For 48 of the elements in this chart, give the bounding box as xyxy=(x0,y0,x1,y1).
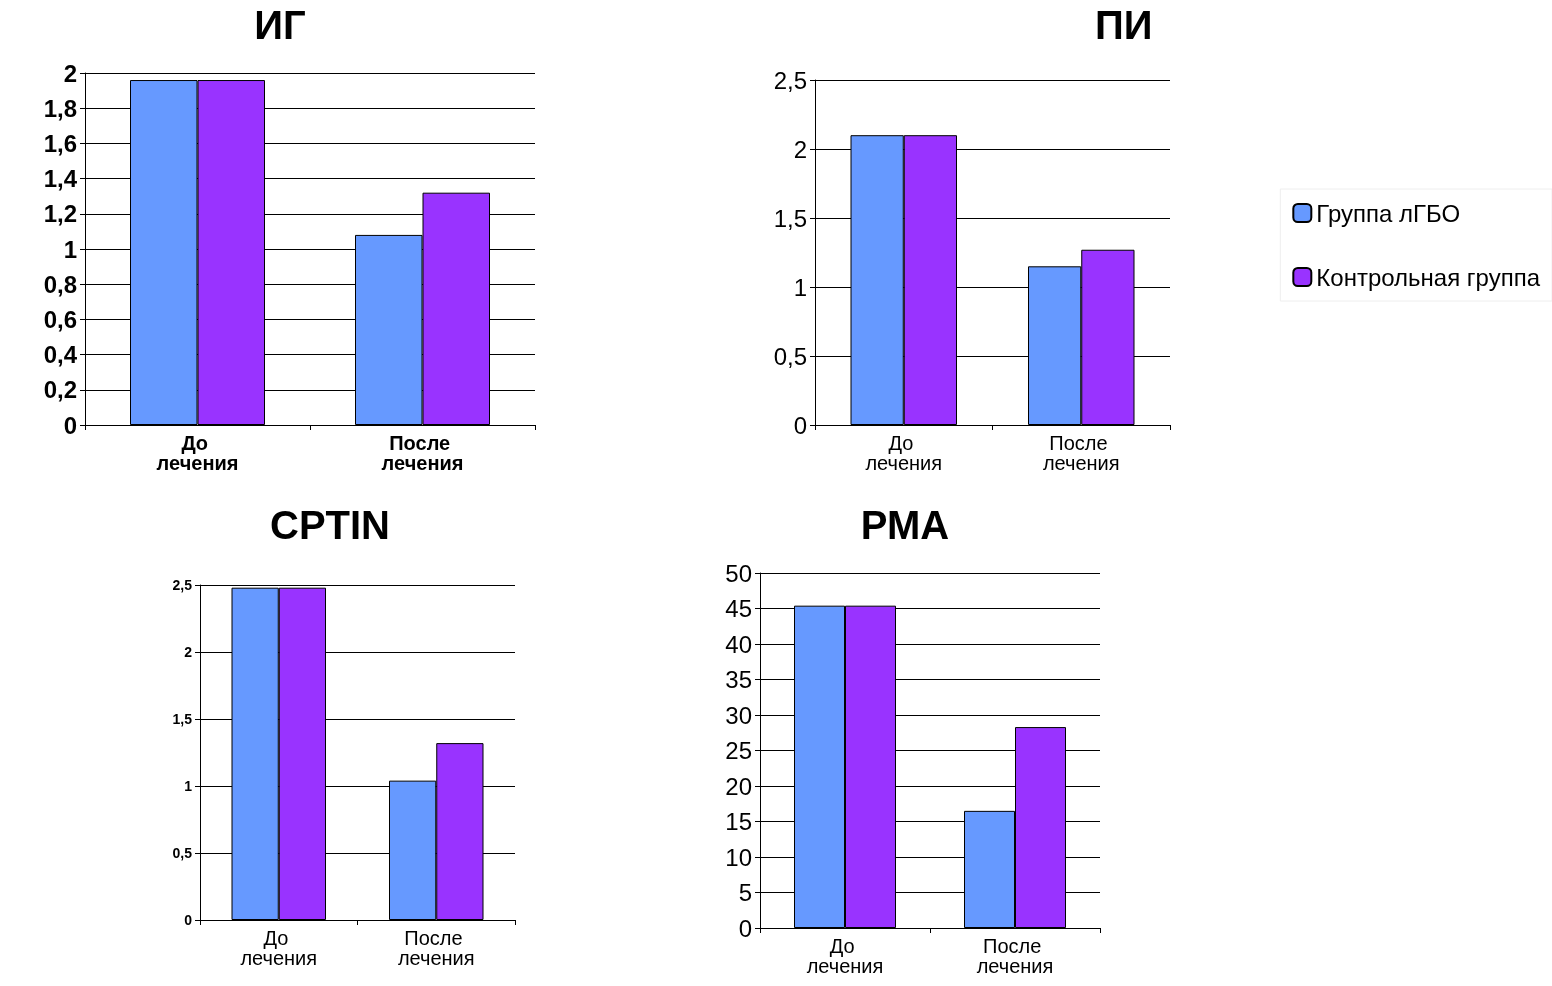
y-tick-label: 2,5 xyxy=(172,577,193,593)
y-tick-label: 2 xyxy=(184,644,193,660)
x-tick-label: После лечения xyxy=(381,432,464,474)
y-tick-label: 45 xyxy=(725,595,752,622)
y-tick-label: 1 xyxy=(793,273,807,301)
y-tick-label: 1,8 xyxy=(43,94,77,122)
x-tick-label: После лечения xyxy=(1042,432,1120,474)
y-tick-label: 5 xyxy=(738,879,752,906)
y-tick-label: 35 xyxy=(725,666,752,693)
y-tick-label: 1,5 xyxy=(773,204,807,232)
y-tick-label: 50 xyxy=(725,559,752,587)
y-tick-label: 25 xyxy=(725,737,752,764)
y-tick-label: 0,8 xyxy=(43,270,77,298)
y-tick-label: 0 xyxy=(184,912,193,928)
y-tick-label: 1,4 xyxy=(43,165,78,193)
y-tick-label: 1,6 xyxy=(43,129,77,157)
y-tick-label: 2 xyxy=(63,59,77,87)
y-tick-label: 0,6 xyxy=(43,305,77,333)
x-tick-label: До лечения xyxy=(240,927,318,969)
y-tick-label: 0,5 xyxy=(172,845,193,861)
y-tick-label: 0 xyxy=(793,411,807,439)
y-tick-label: 20 xyxy=(725,772,752,800)
chart-title: ИГ xyxy=(254,3,306,47)
y-tick-label: 0 xyxy=(738,914,752,942)
y-tick-label: 40 xyxy=(725,630,752,658)
y-tick-label: 1 xyxy=(184,778,193,794)
y-tick-label: 10 xyxy=(725,843,752,871)
x-tick-label: После лечения xyxy=(976,935,1054,977)
y-tick-label: 30 xyxy=(725,701,752,729)
y-tick-label: 0,5 xyxy=(773,342,807,370)
x-tick-label: До лечения xyxy=(806,935,884,977)
y-tick-label: 15 xyxy=(725,808,752,835)
x-tick-label: До лечения xyxy=(865,432,943,474)
y-tick-label: 1,5 xyxy=(172,711,193,727)
y-tick-label: 0 xyxy=(63,411,77,439)
x-tick-label: После лечения xyxy=(397,927,475,969)
y-tick-label: 1 xyxy=(63,235,77,263)
y-tick-label: 1,2 xyxy=(43,200,77,228)
legend-label: Контрольная группа xyxy=(1316,263,1541,291)
chart-title: CPTIN xyxy=(270,503,390,547)
y-tick-label: 0,4 xyxy=(43,341,78,369)
chart-title: РМА xyxy=(860,503,950,547)
y-tick-label: 2,5 xyxy=(773,66,807,94)
x-tick-label: До лечения xyxy=(156,432,239,474)
legend-label: Группа лГБО xyxy=(1316,199,1461,227)
chart-title: ПИ xyxy=(1095,3,1153,47)
y-tick-label: 0,2 xyxy=(43,376,77,404)
y-tick-label: 2 xyxy=(793,135,807,163)
